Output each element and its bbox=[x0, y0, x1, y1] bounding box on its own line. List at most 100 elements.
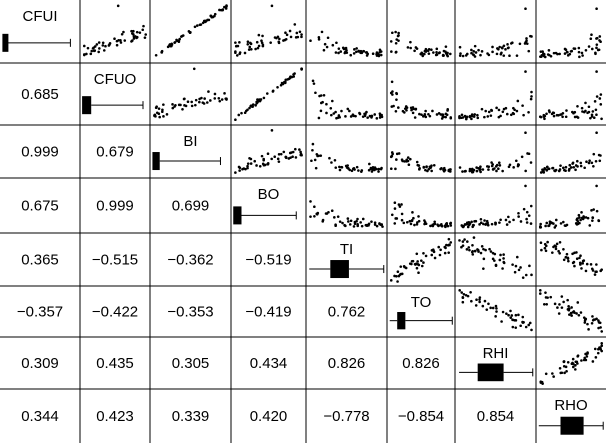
scatter-point bbox=[599, 269, 603, 273]
scatter-point bbox=[545, 302, 549, 306]
scatter-point bbox=[483, 219, 486, 222]
scatter-point bbox=[321, 100, 324, 104]
scatter-point bbox=[587, 110, 591, 114]
scatter-point bbox=[469, 290, 472, 294]
correlation-value: 0.423 bbox=[96, 408, 134, 425]
scatter-point bbox=[461, 244, 465, 247]
scatter-point bbox=[485, 219, 489, 223]
scatter-point bbox=[350, 169, 354, 173]
scatter-point bbox=[437, 245, 441, 249]
scatter-point bbox=[390, 213, 394, 217]
scatter-point bbox=[515, 255, 519, 259]
scatter-point bbox=[596, 351, 600, 355]
scatter-point bbox=[494, 263, 498, 267]
scatter-point bbox=[393, 207, 397, 210]
scatter-point bbox=[594, 52, 597, 56]
scatter-point bbox=[353, 48, 356, 51]
scatter-point bbox=[553, 302, 557, 306]
scatter-point bbox=[562, 166, 565, 170]
scatter-point bbox=[260, 41, 264, 45]
scatter-point bbox=[205, 101, 209, 104]
boxplot-box bbox=[233, 206, 242, 225]
scatter-point bbox=[468, 114, 472, 118]
scatter-point bbox=[474, 304, 478, 307]
scatter-point bbox=[578, 221, 581, 225]
scatter-point bbox=[562, 220, 565, 224]
scatter-point bbox=[460, 113, 464, 117]
scatter-point bbox=[466, 225, 470, 229]
diagonal-cell-cfuo: CFUO bbox=[82, 71, 144, 115]
scatter-point bbox=[404, 266, 408, 270]
scatter-point bbox=[574, 360, 578, 364]
scatter-point bbox=[511, 318, 514, 322]
scatter-point bbox=[284, 31, 287, 34]
scatter-point bbox=[579, 218, 582, 222]
scatter-point bbox=[548, 110, 551, 114]
scatter-point bbox=[587, 105, 591, 109]
scatter-point bbox=[542, 302, 546, 306]
scatter-point bbox=[461, 296, 465, 299]
scatter-point bbox=[190, 104, 194, 108]
scatter-point bbox=[325, 102, 328, 106]
scatter-point bbox=[395, 38, 399, 41]
scatter-point bbox=[499, 52, 503, 56]
correlation-value: 0.826 bbox=[402, 355, 440, 372]
scatter-point bbox=[345, 51, 349, 54]
scatter-point bbox=[199, 23, 203, 26]
correlation-value: 0.365 bbox=[21, 252, 59, 269]
scatter-point bbox=[346, 107, 350, 111]
scatter-point bbox=[600, 341, 604, 345]
scatter-point bbox=[519, 220, 523, 223]
scatter-point bbox=[495, 106, 498, 110]
scatter-point bbox=[522, 207, 526, 211]
scatter-point bbox=[461, 300, 465, 304]
scatter-point bbox=[341, 221, 344, 225]
scatter-point bbox=[491, 168, 495, 171]
scatter-point bbox=[389, 40, 393, 43]
scatter-point bbox=[361, 217, 365, 221]
scatter-point bbox=[420, 259, 423, 262]
scatter-point bbox=[262, 96, 266, 100]
scatter-point bbox=[153, 114, 156, 118]
scatter-point bbox=[505, 112, 509, 116]
scatter-point bbox=[583, 356, 587, 360]
scatter-point bbox=[463, 238, 466, 241]
correlation-value: 0.826 bbox=[328, 355, 366, 372]
scatter-point bbox=[213, 12, 217, 16]
scatter-point bbox=[373, 221, 377, 224]
scatter-point bbox=[468, 169, 472, 173]
scatter-point bbox=[243, 51, 247, 55]
scatter-point bbox=[334, 110, 337, 114]
scatter-point bbox=[194, 103, 197, 107]
scatter-point bbox=[373, 113, 377, 116]
scatter-point bbox=[422, 261, 425, 264]
scatter-panel-cfui-bi bbox=[154, 4, 228, 57]
scatter-point bbox=[143, 36, 147, 39]
scatter-point bbox=[558, 168, 562, 171]
scatter-point bbox=[370, 220, 373, 223]
scatter-point bbox=[480, 245, 484, 248]
scatter-point bbox=[553, 169, 556, 172]
scatter-point bbox=[461, 54, 465, 58]
scatter-point bbox=[598, 321, 602, 325]
scatter-point bbox=[431, 109, 434, 113]
scatter-point bbox=[524, 325, 528, 329]
scatter-point bbox=[320, 30, 324, 34]
correlation-value: −0.854 bbox=[398, 408, 444, 425]
scatter-point bbox=[590, 161, 594, 165]
scatter-point bbox=[585, 160, 588, 164]
correlation-value: 0.685 bbox=[21, 86, 59, 103]
scatter-point bbox=[472, 223, 475, 227]
scatter-point bbox=[487, 168, 490, 171]
scatter-point bbox=[472, 50, 476, 53]
scatter-point bbox=[327, 210, 330, 214]
scatter-point bbox=[577, 213, 581, 217]
scatter-point bbox=[339, 50, 343, 53]
scatter-point bbox=[328, 156, 331, 160]
scatter-point bbox=[437, 224, 440, 228]
scatter-point bbox=[486, 52, 489, 55]
scatter-point bbox=[516, 99, 520, 103]
scatter-point bbox=[181, 108, 184, 111]
scatter-point bbox=[524, 131, 527, 134]
scatter-point bbox=[498, 221, 501, 224]
